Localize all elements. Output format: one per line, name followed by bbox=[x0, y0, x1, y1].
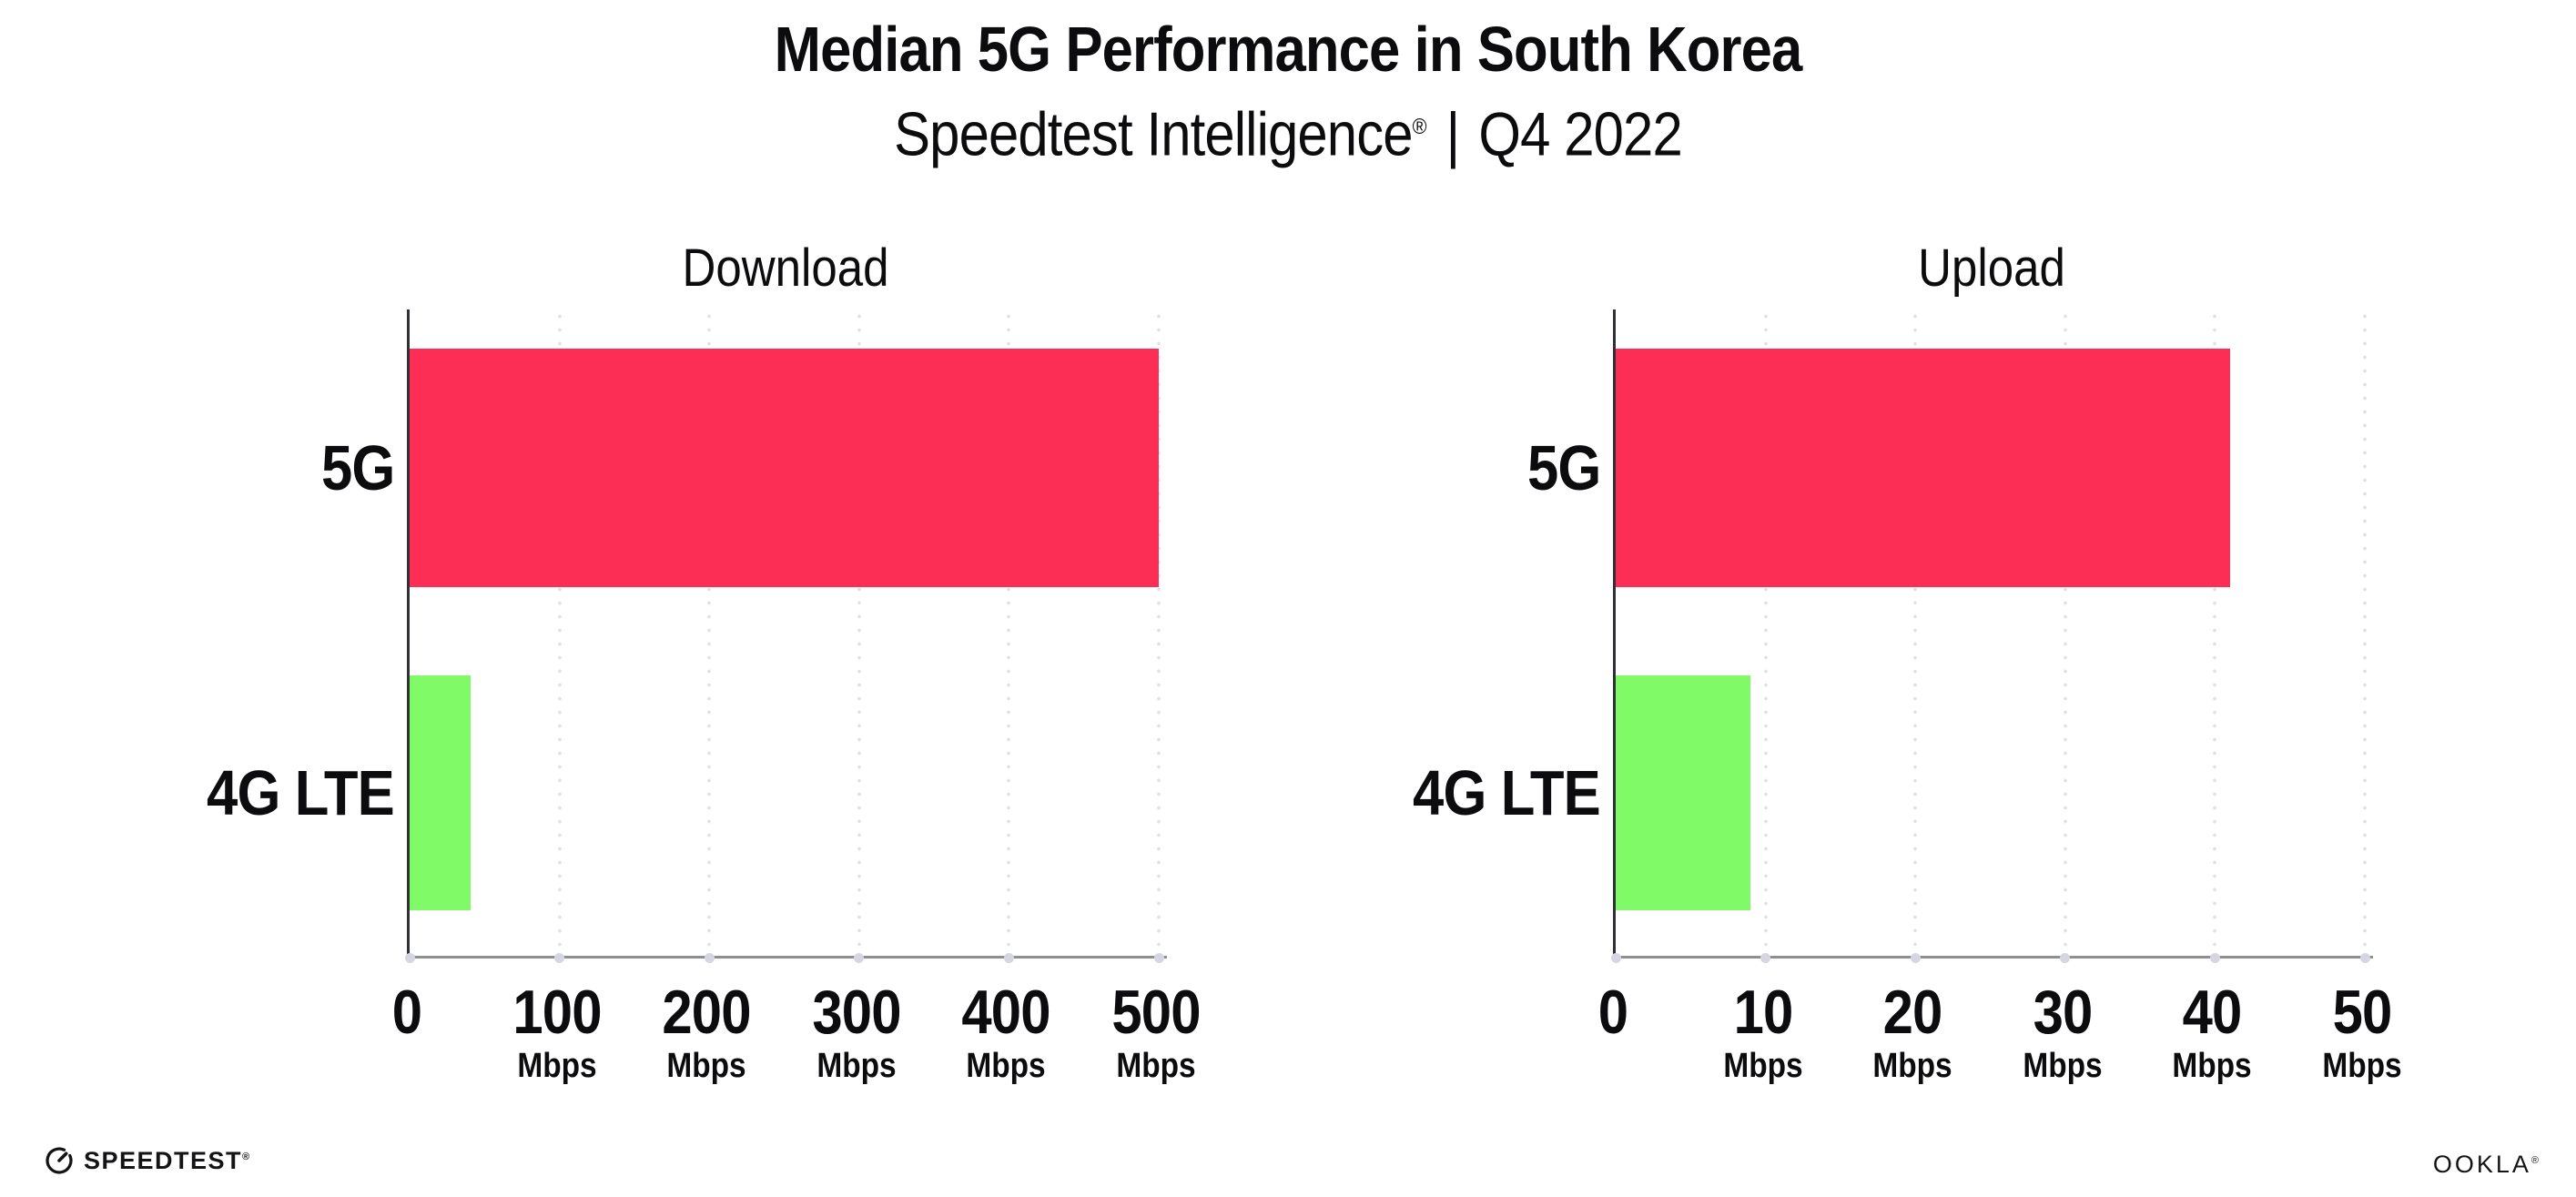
x-tick-label: 100 Mbps bbox=[512, 978, 602, 1087]
page-title: Median 5G Performance in South Korea bbox=[774, 14, 1803, 85]
speedtest-wordmark: SPEEDTEST® bbox=[84, 1146, 251, 1174]
x-tick-unit: Mbps bbox=[1116, 1047, 1196, 1085]
x-tick-value: 30 bbox=[2033, 978, 2093, 1047]
ookla-registered-mark: ® bbox=[2530, 1155, 2541, 1166]
x-tick-label: 300 Mbps bbox=[812, 978, 901, 1087]
x-tick-unit: Mbps bbox=[816, 1047, 897, 1085]
x-tick-label: 0 bbox=[1598, 981, 1628, 1043]
axis-tick-dot bbox=[1153, 953, 1164, 963]
subtitle-separator: | bbox=[1445, 99, 1461, 169]
x-tick-unit: Mbps bbox=[516, 1047, 597, 1085]
x-tick-value: 20 bbox=[1882, 978, 1943, 1047]
gridline bbox=[707, 309, 712, 956]
subtitle-period: Q4 2022 bbox=[1478, 99, 1682, 169]
gridline bbox=[1763, 309, 1768, 956]
page-subtitle: Speedtest Intelligence® | Q4 2022 bbox=[155, 91, 2421, 171]
upload-x-tick-labels: 0 10 Mbps 20 Mbps 30 Mbps 40 Mbps 50 Mbps bbox=[1598, 981, 2402, 1109]
upload-chart: Upload 5G 4G LTE 0 10 Mbps 20 Mbps 30 Mbps 40 Mbp… bbox=[1376, 238, 2402, 1158]
gridline bbox=[2363, 309, 2367, 956]
x-tick-unit: Mbps bbox=[966, 1047, 1047, 1085]
gridline bbox=[557, 309, 562, 956]
x-tick-value: 0 bbox=[391, 978, 422, 1047]
upload-plot-area bbox=[1610, 309, 2373, 963]
gridline bbox=[1157, 309, 1161, 956]
axis-tick-dot bbox=[704, 953, 715, 963]
axis-tick-dot bbox=[2060, 953, 2071, 963]
speedtest-registered-mark: ® bbox=[242, 1151, 251, 1162]
x-tick-unit: Mbps bbox=[1722, 1047, 1803, 1085]
4g-lte-bar bbox=[410, 675, 472, 910]
x-tick-label: 200 Mbps bbox=[662, 978, 752, 1087]
x-tick-unit: Mbps bbox=[2023, 1047, 2103, 1085]
subtitle-brand: Speedtest Intelligence bbox=[894, 99, 1413, 169]
x-tick-label: 500 Mbps bbox=[1111, 978, 1201, 1087]
gridline bbox=[2063, 309, 2067, 956]
speedtest-logo: SPEEDTEST® bbox=[44, 1145, 251, 1176]
x-tick-label: 30 Mbps bbox=[2023, 981, 2102, 1087]
ookla-wordmark: OOKLA bbox=[2432, 1151, 2531, 1178]
axis-tick-dot bbox=[1610, 953, 1621, 963]
x-tick-label: 40 Mbps bbox=[2173, 981, 2252, 1087]
x-tick-unit: Mbps bbox=[2172, 1047, 2253, 1085]
axis-tick-dot bbox=[2359, 953, 2370, 963]
chart-title-download: Download bbox=[682, 238, 889, 298]
axis-tick-dot bbox=[2209, 953, 2220, 963]
4g-lte-bar bbox=[1616, 675, 1751, 910]
x-tick-value: 200 bbox=[662, 978, 752, 1047]
download-x-tick-labels: 0 100 Mbps 200 Mbps 300 Mbps 400 Mbps 500 Mbps bbox=[392, 978, 1202, 1109]
x-tick-unit: Mbps bbox=[1872, 1047, 1952, 1085]
x-tick-label: 0 bbox=[391, 978, 422, 1047]
gridline bbox=[857, 309, 861, 956]
5g-bar bbox=[1616, 349, 2230, 587]
axis-tick-dot bbox=[404, 953, 415, 963]
gridline bbox=[2213, 309, 2217, 956]
category-label-4g-lte: 4G LTE bbox=[1413, 757, 1601, 828]
category-label-5g: 5G bbox=[1526, 432, 1601, 503]
x-tick-unit: Mbps bbox=[2322, 1047, 2402, 1085]
x-tick-value: 50 bbox=[2332, 978, 2393, 1047]
axis-tick-dot bbox=[1910, 953, 1921, 963]
x-tick-value: 500 bbox=[1111, 978, 1201, 1047]
category-label-4g-lte: 4G LTE bbox=[207, 757, 395, 828]
axis-tick-dot bbox=[854, 953, 865, 963]
download-plot-area bbox=[404, 309, 1167, 963]
x-tick-label: 50 Mbps bbox=[2322, 981, 2401, 1087]
download-chart: Download 5G 4G LTE 0 100 Mbps 200 Mbps 300 Mbps… bbox=[170, 238, 1202, 1158]
download-category-labels: 5G 4G LTE bbox=[170, 309, 395, 956]
x-tick-value: 40 bbox=[2182, 978, 2243, 1047]
download-x-axis-line bbox=[407, 956, 1167, 959]
5g-bar bbox=[410, 349, 1159, 587]
x-tick-label: 10 Mbps bbox=[1723, 981, 1802, 1087]
x-tick-unit: Mbps bbox=[666, 1047, 746, 1085]
upload-category-labels: 5G 4G LTE bbox=[1376, 309, 1601, 956]
x-tick-value: 400 bbox=[961, 978, 1051, 1047]
axis-tick-dot bbox=[1760, 953, 1771, 963]
ookla-logo: OOKLA® bbox=[2433, 1151, 2541, 1179]
registered-mark: ® bbox=[1412, 115, 1427, 139]
chart-title-upload: Upload bbox=[1918, 238, 2065, 298]
x-tick-label: 20 Mbps bbox=[1873, 981, 1952, 1087]
x-tick-value: 100 bbox=[512, 978, 602, 1047]
axis-tick-dot bbox=[554, 953, 565, 963]
gridline bbox=[1007, 309, 1011, 956]
category-label-5g: 5G bbox=[320, 432, 395, 503]
x-tick-label: 400 Mbps bbox=[961, 978, 1051, 1087]
x-tick-value: 300 bbox=[812, 978, 901, 1047]
gridline bbox=[1913, 309, 1918, 956]
axis-tick-dot bbox=[1003, 953, 1014, 963]
x-tick-value: 0 bbox=[1597, 978, 1628, 1047]
upload-x-axis-line bbox=[1613, 956, 2373, 959]
x-tick-value: 10 bbox=[1733, 978, 1793, 1047]
speedtest-gauge-icon bbox=[46, 1147, 73, 1174]
